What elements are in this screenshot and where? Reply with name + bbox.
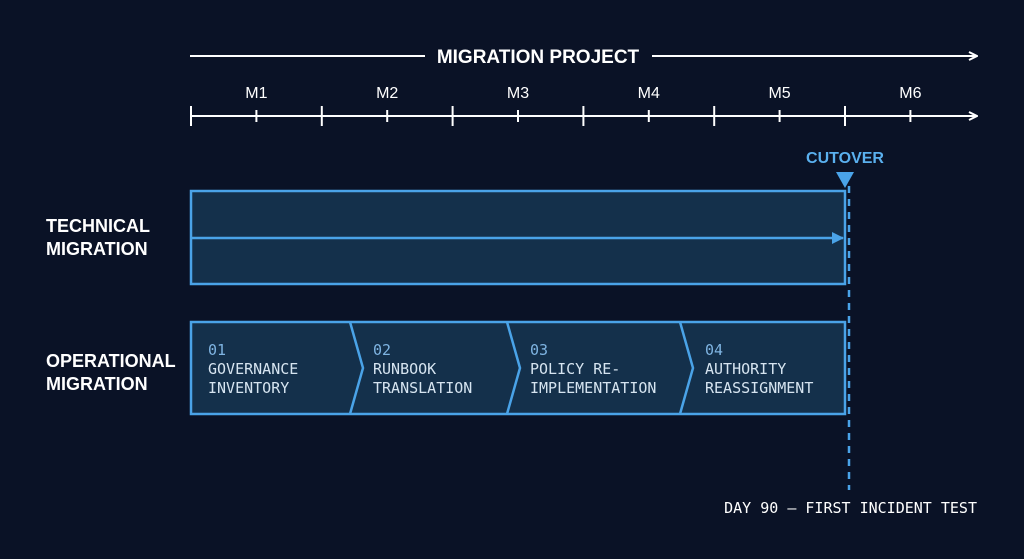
- cutover-marker: [836, 172, 854, 188]
- step-number: 01: [208, 341, 226, 359]
- month-label: M5: [768, 85, 790, 102]
- milestone-note: DAY 90 — FIRST INCIDENT TEST: [724, 499, 977, 517]
- month-label: M4: [638, 85, 660, 102]
- month-label: M2: [376, 85, 398, 102]
- step-label: RUNBOOK: [373, 360, 436, 378]
- cutover-label: CUTOVER: [806, 150, 884, 167]
- step-label: INVENTORY: [208, 379, 289, 397]
- chevron: [348, 321, 365, 415]
- step-label: REASSIGNMENT: [705, 379, 813, 397]
- lane-label: OPERATIONAL: [46, 351, 176, 371]
- operational-lane: [189, 320, 847, 416]
- month-label: M3: [507, 85, 529, 102]
- lane-label: MIGRATION: [46, 374, 148, 394]
- step-label: POLICY RE-: [530, 360, 620, 378]
- lane-label: TECHNICAL: [46, 216, 150, 236]
- step-label: TRANSLATION: [373, 379, 472, 397]
- month-label: M6: [899, 85, 921, 102]
- month-label: M1: [245, 85, 267, 102]
- axis-ticks: M1 M2 M3 M4 M5 M6: [190, 85, 922, 126]
- step-number: 03: [530, 341, 548, 359]
- chevron: [678, 321, 695, 415]
- step-label: GOVERNANCE: [208, 360, 298, 378]
- step-number: 04: [705, 341, 723, 359]
- lane-label: MIGRATION: [46, 239, 148, 259]
- project-title: MIGRATION PROJECT: [437, 47, 640, 68]
- step-label: IMPLEMENTATION: [530, 379, 656, 397]
- step-number: 02: [373, 341, 391, 359]
- chevron: [505, 321, 522, 415]
- step-label: AUTHORITY: [705, 360, 786, 378]
